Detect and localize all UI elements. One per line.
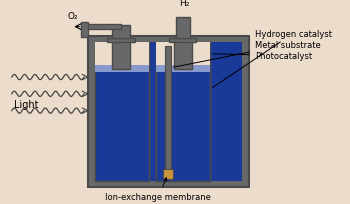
Bar [81,23,88,38]
Bar [81,25,121,30]
Text: Ion-exchange membrane: Ion-exchange membrane [105,178,211,201]
Text: H₂: H₂ [180,0,190,8]
Bar [95,43,242,181]
Bar [112,26,130,39]
Bar [95,43,148,181]
Bar [95,43,112,69]
Bar [107,39,135,43]
Bar [165,47,171,179]
Bar [156,65,210,73]
Bar [95,69,148,181]
Bar [95,65,148,73]
Bar [191,43,210,69]
Bar [169,39,196,43]
Bar [163,170,173,179]
Bar [156,43,174,69]
Text: Light: Light [14,100,38,110]
Text: Photocatalyst: Photocatalyst [213,52,312,61]
Text: O₂: O₂ [68,12,79,21]
Bar [112,40,130,69]
Bar [95,43,112,69]
Text: Metal substrate: Metal substrate [174,41,321,68]
Bar [156,43,210,181]
Bar [174,40,191,69]
Bar [130,43,148,69]
Bar [88,37,249,187]
Bar [130,43,148,69]
Text: Hydrogen catalyst: Hydrogen catalyst [212,30,332,88]
Bar [156,69,210,181]
Bar [176,18,190,39]
